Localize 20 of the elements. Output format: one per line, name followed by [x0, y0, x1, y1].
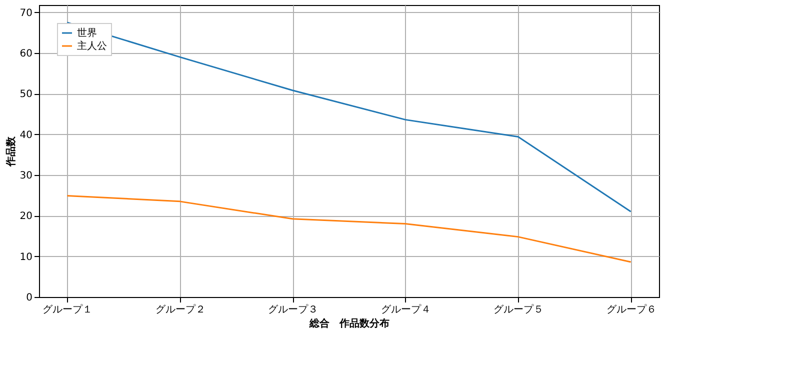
x-tick-label: グループ３	[268, 304, 318, 316]
x-tick-label: グループ４	[380, 304, 431, 316]
y-tick-label: 50	[20, 89, 32, 100]
y-tick-label: 30	[20, 170, 32, 182]
y-axis-title: 作品数	[4, 136, 17, 168]
line-series	[66, 194, 632, 263]
y-tick-label: 0	[26, 292, 32, 304]
y-tick-label: 20	[20, 211, 32, 222]
legend-label: 主人公	[77, 40, 107, 52]
y-tick-label: 40	[20, 130, 32, 141]
y-tick-label: 70	[20, 8, 32, 19]
x-tick-label: グループ１	[42, 304, 93, 316]
x-axis-title: 総合 作品数分布	[308, 318, 390, 330]
y-tick-label: 60	[20, 48, 32, 60]
legend-label: 世界	[77, 27, 97, 39]
x-tick-label: グループ２	[155, 304, 206, 316]
x-tick-label: グループ５	[494, 304, 544, 316]
y-tick-label: 10	[20, 252, 32, 263]
line-series	[66, 22, 632, 212]
x-tick-label: グループ６	[606, 304, 656, 316]
